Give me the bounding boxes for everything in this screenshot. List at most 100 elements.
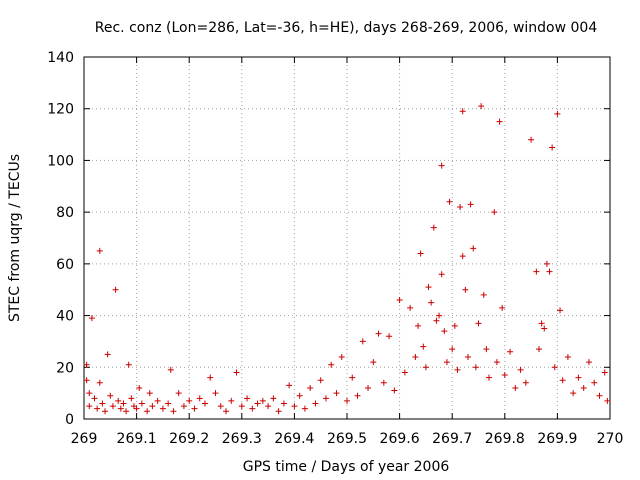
data-point [109,403,116,410]
data-point [464,353,471,360]
data-point [138,400,145,407]
data-point [186,397,193,404]
data-point [107,392,114,399]
data-point [94,405,101,412]
data-point [165,400,172,407]
data-point [180,403,187,410]
data-point [551,364,558,371]
data-point [480,291,487,298]
data-point [462,286,469,293]
data-point [557,307,564,314]
data-point [333,390,340,397]
data-point [380,379,387,386]
data-point [349,374,356,381]
x-tick-label: 269.2 [169,431,209,447]
data-point [286,382,293,389]
x-axis-title: GPS time / Days of year 2006 [243,459,450,475]
x-tick-label: 270 [597,431,624,447]
data-point [425,284,432,291]
data-point [375,330,382,337]
data-point [86,403,93,410]
data-point [128,395,135,402]
data-point [91,395,98,402]
x-tick-label: 269.7 [432,431,472,447]
data-point [596,392,603,399]
data-point [130,403,137,410]
data-point [541,325,548,332]
x-tick-label: 269 [71,431,98,447]
y-tick-label: 0 [65,412,74,428]
data-point [591,379,598,386]
data-point [120,400,127,407]
data-point [102,408,109,415]
tick-labels: 269 269.1 269.2 269.3 269.4 269.5 269.6 269.7 26… [47,50,623,447]
data-point [370,359,377,366]
data-point [104,351,111,358]
data-point [412,353,419,360]
y-tick-label: 60 [56,257,74,273]
data-point [270,395,277,402]
x-tick-label: 269.9 [537,431,577,447]
data-point [491,209,498,216]
data-point [486,374,493,381]
data-point [99,400,106,407]
data-point [175,390,182,397]
data-point [338,353,345,360]
data-point [438,271,445,278]
data-point [312,400,319,407]
data-point [554,110,561,117]
x-tick-label: 269.5 [327,431,367,447]
data-point [291,403,298,410]
data-point [436,312,443,319]
data-point [228,397,235,404]
data-point [428,299,435,306]
data-point [115,397,122,404]
data-point [501,372,508,379]
data-point [470,245,477,252]
data-point [546,268,553,275]
data-point [191,405,198,412]
data-point [317,377,324,384]
data-point [125,361,132,368]
data-points [83,103,611,415]
data-point [522,379,529,386]
y-tick-label: 100 [47,153,74,169]
data-point [154,397,161,404]
y-tick-label: 120 [47,102,74,118]
axis-ticks [83,56,611,420]
data-point [117,405,124,412]
data-point [86,390,93,397]
data-point [344,397,350,404]
data-point [167,366,174,373]
y-tick-label: 80 [56,205,74,221]
data-point [275,408,282,415]
data-point [391,387,398,394]
data-point [483,346,490,353]
data-point [446,198,453,205]
x-tick-label: 269.8 [485,431,525,447]
data-point [386,333,393,340]
data-point [496,118,503,125]
data-point [512,384,519,391]
data-point [170,408,177,415]
data-point [396,297,403,304]
data-point [585,359,592,366]
data-point [217,403,224,410]
data-point [528,136,535,143]
data-point [88,315,95,322]
data-point [83,361,90,368]
data-point [559,377,566,384]
data-point [417,250,424,257]
data-point [493,359,500,366]
data-point [328,361,335,368]
data-point [467,201,474,208]
x-tick-label: 269.1 [117,431,157,447]
data-point [359,338,366,345]
data-point [259,397,266,404]
data-point [451,322,458,329]
data-point [322,395,329,402]
data-point [201,400,208,407]
data-point [430,224,437,231]
data-point [83,377,90,384]
